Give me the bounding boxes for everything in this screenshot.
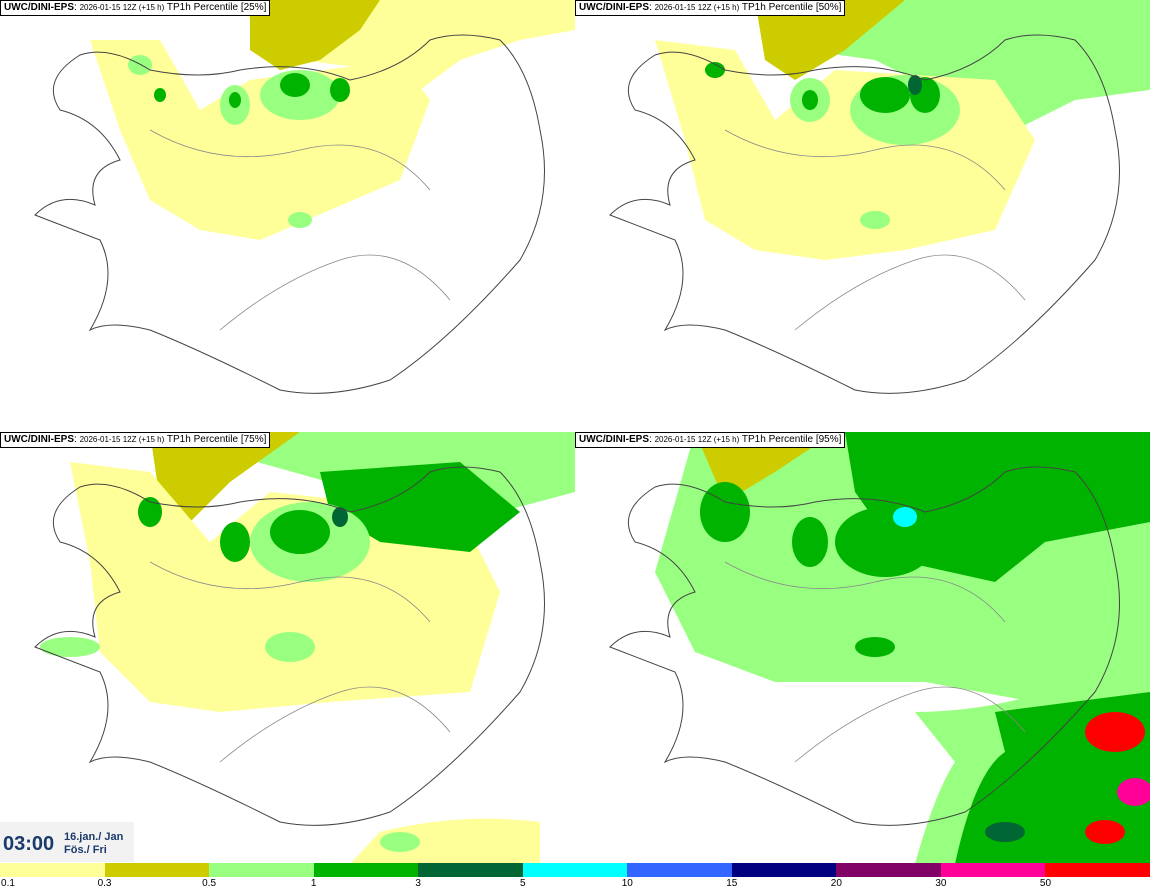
precip-map [609,432,1150,864]
legend-swatch [418,863,523,877]
legend-tick-label: 0.5 [202,878,217,889]
panel-title: UWC/DINI-EPS: 2026-01-15 12Z (+15 h) TP1… [0,432,271,448]
color-legend [0,863,1150,877]
legend-swatch [731,863,837,877]
legend-swatch [209,863,314,877]
legend-tick-label: 20 [830,878,842,889]
legend-tick-label: 15 [726,878,738,889]
precip-map [34,432,575,864]
legend-tick-label: 50 [1039,878,1052,889]
legend-swatch [313,863,419,877]
valid-time-box: 03:00 16.jan./ Jan Fös./ Fri [0,822,134,862]
legend-tick-label: 10 [621,878,633,889]
precip-map [34,0,575,394]
panel-title: UWC/DINI-EPS: 2026-01-15 12Z (+15 h) TP1… [575,0,846,16]
legend-swatch [1045,863,1150,877]
legend-swatch [836,863,941,877]
legend-tick-label: 5 [519,878,526,889]
legend-tick-label: 1 [310,878,317,889]
legend-swatch [627,863,732,877]
legend-tick-label: 0.1 [1,878,15,889]
date-line: 16.jan./ Jan [64,831,124,843]
panel-title: UWC/DINI-EPS: 2026-01-15 12Z (+15 h) TP1… [575,432,846,448]
legend-swatch [0,863,105,877]
valid-date: 16.jan./ Jan Fös./ Fri [64,831,123,857]
legend-tick-label: 30 [935,878,947,889]
map-panel-25: UWC/DINI-EPS: 2026-01-15 12Z (+15 h) TP1… [0,0,575,432]
precip-map [609,0,1150,394]
legend-ticks: 0.1 0.3 0.5 1 3 5 10 15 20 30 50 [0,878,1150,891]
legend-swatch [104,863,210,877]
map-panel-50: UWC/DINI-EPS: 2026-01-15 12Z (+15 h) TP1… [575,0,1150,432]
weekday-line: Fös./ Fri [64,844,107,856]
legend-tick-label: 3 [415,878,421,889]
map-panel-95: UWC/DINI-EPS: 2026-01-15 12Z (+15 h) TP1… [575,432,1150,864]
legend-swatch [940,863,1046,877]
map-panel-75: UWC/DINI-EPS: 2026-01-15 12Z (+15 h) TP1… [0,432,575,864]
valid-time: 03:00 [3,833,55,855]
legend-tick-label: 0.3 [97,878,112,889]
panel-title: UWC/DINI-EPS: 2026-01-15 12Z (+15 h) TP1… [0,0,271,16]
legend-swatch [522,863,628,877]
